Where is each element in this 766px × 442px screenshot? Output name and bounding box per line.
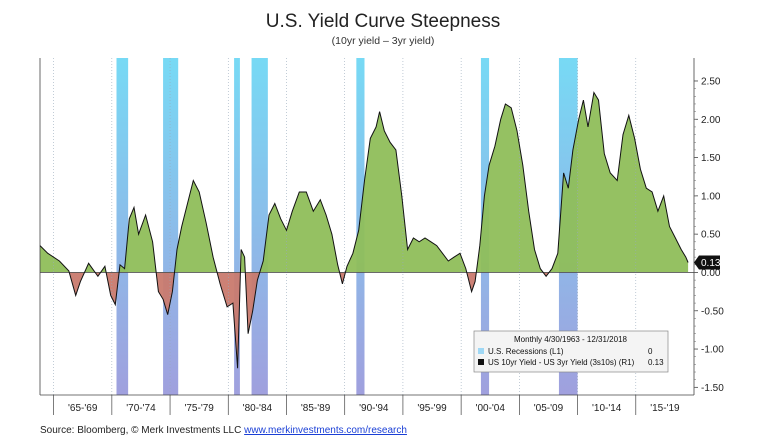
recession-band	[234, 58, 240, 395]
chart-subtitle: (10yr yield – 3yr yield)	[331, 35, 435, 47]
y-tick-label: 2.50	[701, 76, 721, 87]
last-value-label: 0.13	[701, 258, 721, 269]
legend-swatch	[478, 359, 484, 365]
last-value-label-group: 0.13	[694, 255, 721, 270]
y-tick-label: 1.00	[701, 191, 721, 202]
legend-item-label: US 10yr Yield - US 3yr Yield (3s10s) (R1…	[488, 358, 635, 367]
y-tick-label: 0.50	[701, 230, 721, 241]
spread-area	[40, 92, 689, 369]
axes: 2.50 2.00 1.50 1.00 0.50 0.00 -0.50 -1.00 -1.50 '…	[39, 58, 724, 415]
y-tick-label: 2.00	[701, 115, 721, 126]
positive-area	[40, 92, 689, 273]
x-tick-label: '80-'84	[243, 403, 273, 414]
legend-header: Monthly 4/30/1963 - 12/31/2018	[514, 335, 628, 344]
x-tick-label: '10-'14	[592, 403, 622, 414]
legend-item-value: 0	[648, 347, 653, 356]
x-tick-label: '05-'09	[534, 403, 564, 414]
x-tick-label: '75-'79	[184, 403, 214, 414]
recession-band	[116, 58, 129, 395]
y-tick-label: -1.50	[701, 383, 724, 394]
source-link[interactable]: www.merkinvestments.com/research	[244, 425, 407, 436]
x-tick-label: '90-'94	[359, 403, 389, 414]
legend: Monthly 4/30/1963 - 12/31/2018 U.S. Reces…	[473, 330, 669, 373]
legend-swatch	[478, 348, 484, 354]
y-tick-label: -1.00	[701, 345, 724, 356]
y-tick-label: 1.50	[701, 153, 721, 164]
x-tick-label: '00-'04	[476, 403, 506, 414]
x-tick-label: '85-'89	[301, 403, 331, 414]
legend-item-value: 0.13	[648, 358, 664, 367]
x-tick-label: '70-'74	[126, 403, 156, 414]
recession-band	[163, 58, 179, 395]
legend-item-label: U.S. Recessions (L1)	[488, 347, 564, 356]
chart-title: U.S. Yield Curve Steepness	[265, 11, 501, 32]
spread-line	[39, 91, 689, 369]
recession-band	[251, 58, 268, 395]
last-value-badge	[694, 255, 720, 270]
x-tick-label: '15-'19	[650, 403, 680, 414]
spread-line-path	[39, 91, 689, 369]
y-tick-label: 0.00	[701, 268, 721, 279]
x-tick-label: '65-'69	[68, 403, 98, 414]
source-line: Source: Bloomberg, © Merk Investments LL…	[40, 425, 407, 436]
y-tick-label: -0.50	[701, 306, 724, 317]
source-text: Source: Bloomberg, © Merk Investments LL…	[40, 425, 245, 436]
x-tick-label: '95-'99	[417, 403, 447, 414]
legend-box	[473, 330, 669, 373]
